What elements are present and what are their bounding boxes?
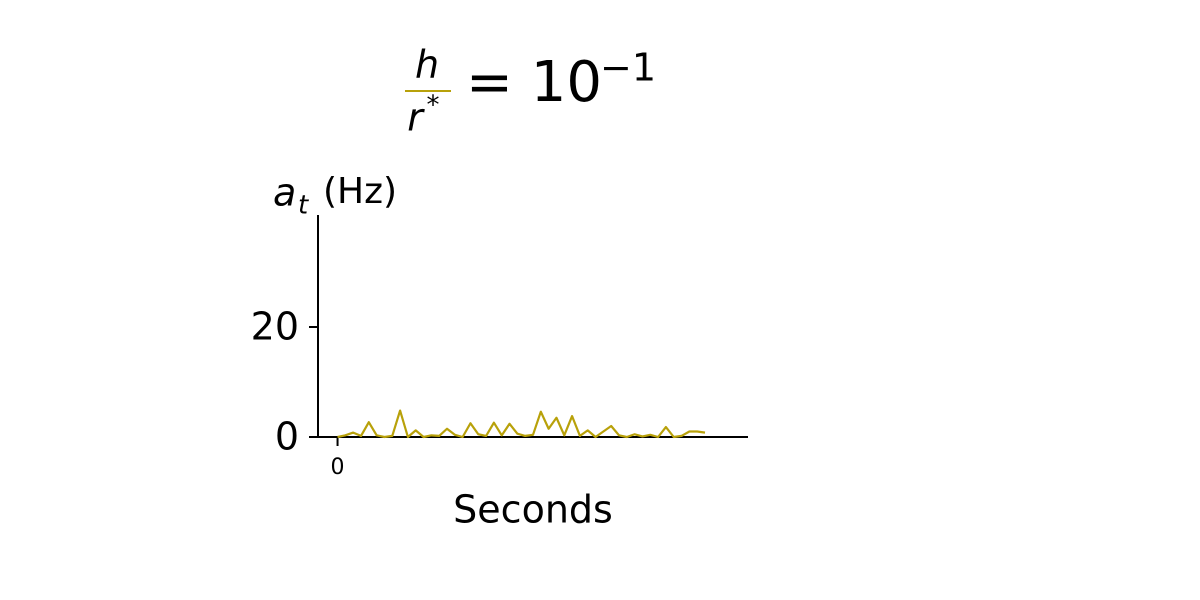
y-tick-label: 0 bbox=[275, 415, 299, 459]
y-label-subscript: t bbox=[298, 191, 309, 221]
x-tick-label: 0 bbox=[331, 455, 345, 480]
chart-title: h r * = 10 −1 bbox=[405, 43, 656, 140]
title-equals: = 10 bbox=[466, 50, 602, 115]
title-denominator-sup: * bbox=[427, 91, 440, 121]
data-line bbox=[337, 409, 706, 439]
title-numerator: h bbox=[415, 43, 439, 87]
y-label-symbol: a bbox=[273, 171, 296, 215]
title-denominator: r bbox=[407, 96, 425, 140]
x-label: Seconds bbox=[453, 488, 613, 532]
y-label-unit: (Hz) bbox=[323, 171, 397, 212]
title-exponent: −1 bbox=[600, 46, 656, 90]
y-tick-label: 20 bbox=[251, 305, 299, 349]
